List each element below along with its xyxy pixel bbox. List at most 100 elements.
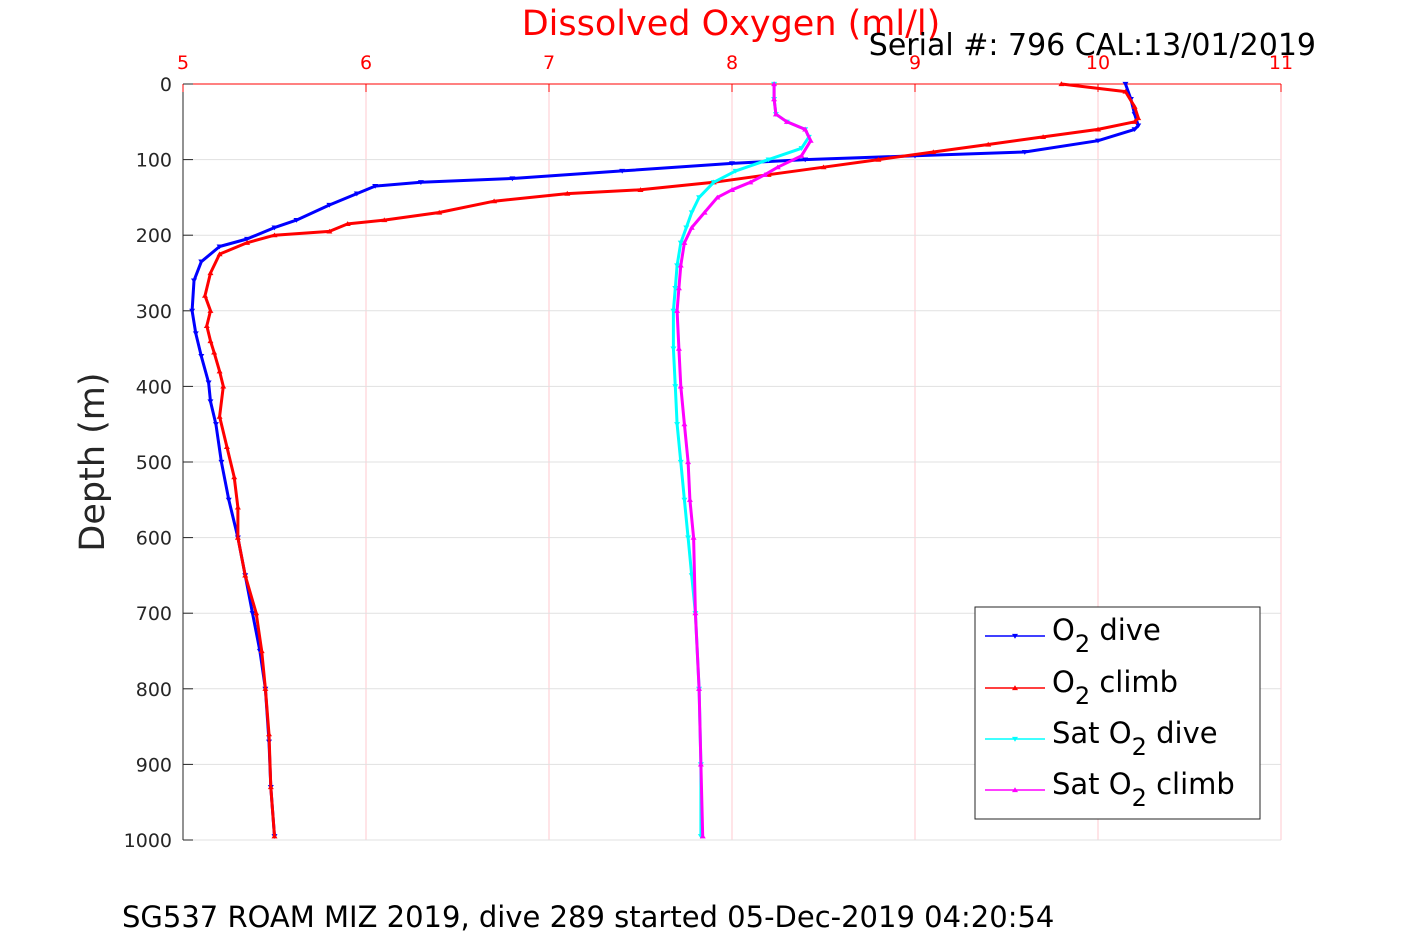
data-point xyxy=(761,172,768,177)
data-point xyxy=(677,240,684,246)
y-axis-label: Depth (m) xyxy=(73,372,113,551)
data-point xyxy=(685,459,692,465)
data-point xyxy=(677,459,684,465)
y-tick-label: 500 xyxy=(136,452,172,474)
legend-main: O xyxy=(1109,716,1132,750)
series-sat-o2-climb xyxy=(674,81,814,839)
legend-box xyxy=(974,606,1261,820)
data-point xyxy=(266,731,273,737)
data-point xyxy=(802,157,809,163)
x-tick-label: 9 xyxy=(909,52,921,74)
data-point xyxy=(688,210,695,216)
legend-marker xyxy=(1012,633,1018,639)
y-tick-label: 700 xyxy=(136,603,172,625)
data-point xyxy=(670,346,677,352)
data-point xyxy=(192,331,199,337)
data-point xyxy=(189,308,196,314)
data-point xyxy=(1135,123,1142,129)
y-tick-label: 600 xyxy=(136,528,172,550)
data-point xyxy=(436,209,443,215)
caption: SG537 ROAM MIZ 2019, dive 289 started 05… xyxy=(122,900,1054,934)
legend-label: Sat O2 climb xyxy=(1052,767,1235,812)
data-point xyxy=(802,126,809,132)
data-point xyxy=(190,278,197,284)
data-point xyxy=(207,308,214,313)
legend-marker xyxy=(1012,787,1018,793)
data-point xyxy=(732,168,739,174)
data-point xyxy=(1135,115,1142,121)
data-point xyxy=(1095,138,1101,144)
legend-entry: O2 dive xyxy=(985,613,1161,658)
x-tick-label: 7 xyxy=(543,52,555,74)
data-point xyxy=(491,198,498,204)
data-point xyxy=(690,534,697,540)
data-point xyxy=(198,354,205,359)
data-point xyxy=(372,183,379,189)
data-point xyxy=(771,81,778,87)
data-point xyxy=(672,384,679,390)
data-point xyxy=(699,833,706,839)
legend-label: O2 dive xyxy=(1052,613,1161,658)
data-point xyxy=(729,161,735,167)
data-point xyxy=(774,164,781,170)
data-point xyxy=(212,422,219,427)
data-point xyxy=(714,194,721,200)
data-point xyxy=(930,149,937,155)
data-point xyxy=(798,146,805,151)
data-point xyxy=(1040,134,1047,140)
data-point xyxy=(234,534,241,540)
data-point xyxy=(696,686,703,691)
x-tick-label: 5 xyxy=(177,52,189,74)
data-point xyxy=(253,610,260,616)
data-point xyxy=(681,421,688,427)
data-point xyxy=(771,96,778,102)
data-point xyxy=(258,648,265,654)
y-tick-label: 100 xyxy=(136,150,172,172)
data-point xyxy=(820,164,827,170)
legend-label: O2 climb xyxy=(1052,665,1178,710)
data-point xyxy=(697,761,704,767)
data-point xyxy=(271,833,278,839)
data-point xyxy=(216,244,223,250)
data-point xyxy=(677,383,684,389)
data-point xyxy=(686,497,693,502)
data-point xyxy=(216,413,223,419)
data-point xyxy=(1095,126,1101,132)
legend-label: Sat O2 dive xyxy=(1052,716,1218,761)
data-point xyxy=(293,217,300,223)
data-point xyxy=(1021,149,1028,155)
data-point xyxy=(216,368,223,374)
data-point xyxy=(674,308,681,313)
data-point xyxy=(344,221,351,226)
legend-suffix: dive xyxy=(1090,613,1161,647)
legend-main: O xyxy=(1109,767,1132,801)
y-tick-label: 300 xyxy=(136,301,172,323)
data-point xyxy=(985,141,992,147)
data-point xyxy=(677,262,684,268)
data-point xyxy=(509,176,516,182)
data-point xyxy=(619,168,626,174)
legend-subscript: 2 xyxy=(1075,630,1090,658)
legend-subscript: 2 xyxy=(1075,682,1090,710)
data-point xyxy=(681,240,688,245)
data-point xyxy=(207,399,214,405)
data-point xyxy=(674,422,681,427)
legend-entry: Sat O2 climb xyxy=(985,767,1235,812)
data-point xyxy=(211,349,218,355)
y-tick-label: 400 xyxy=(136,376,172,398)
data-point xyxy=(1131,103,1138,109)
data-point xyxy=(244,240,251,245)
data-point xyxy=(271,232,278,238)
data-point xyxy=(696,195,703,201)
data-point xyxy=(674,263,681,269)
legend-marker xyxy=(1012,685,1018,691)
data-point xyxy=(710,180,717,185)
data-point xyxy=(216,251,223,257)
data-point xyxy=(747,179,754,185)
y-tick-label: 800 xyxy=(136,679,172,701)
data-point xyxy=(807,138,814,143)
data-point xyxy=(875,156,882,162)
series-layer xyxy=(189,81,1142,839)
data-point xyxy=(417,180,424,185)
